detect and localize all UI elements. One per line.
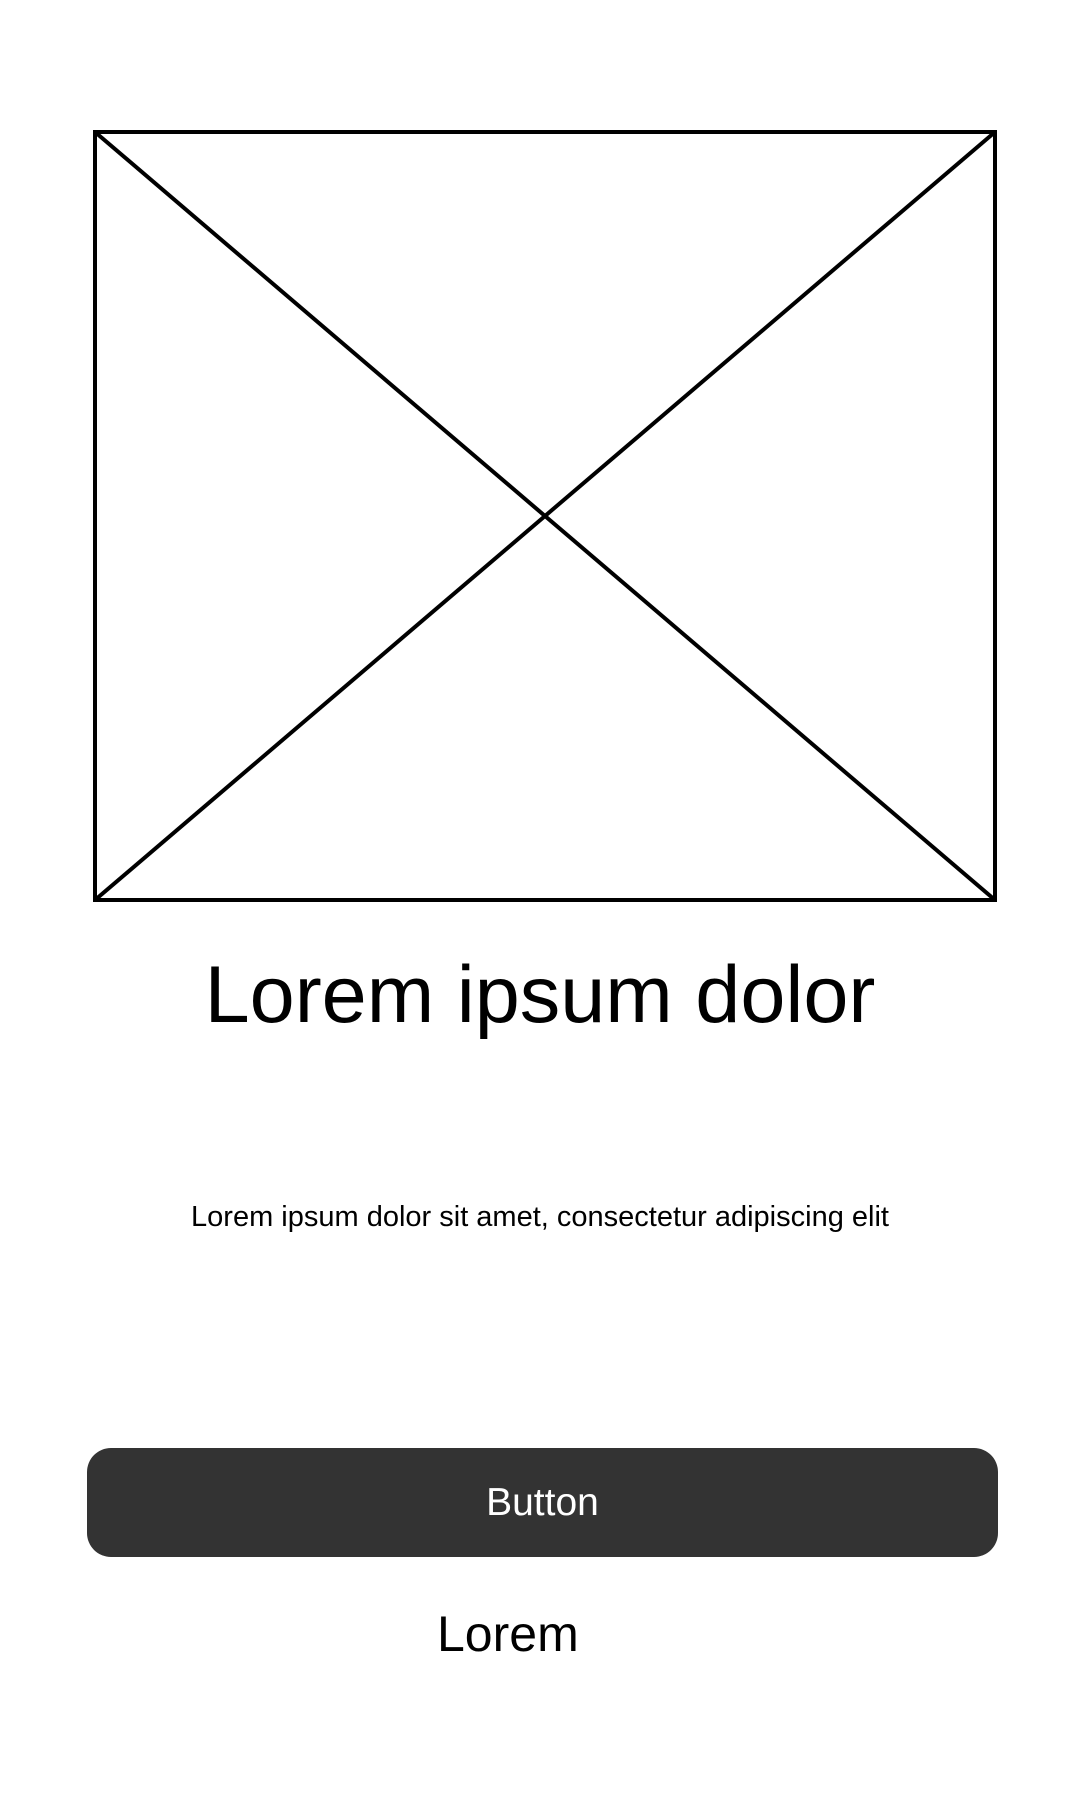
secondary-link[interactable]: Lorem bbox=[437, 1606, 579, 1662]
image-placeholder-icon bbox=[93, 130, 997, 902]
image-placeholder-diagonal-2 bbox=[93, 130, 997, 902]
image-placeholder-frame bbox=[93, 130, 997, 902]
primary-button[interactable]: Button bbox=[87, 1448, 998, 1557]
primary-button-label: Button bbox=[486, 1480, 599, 1524]
subtext: Lorem ipsum dolor sit amet, consectetur … bbox=[191, 1201, 889, 1233]
headline: Lorem ipsum dolor bbox=[204, 950, 876, 1040]
image-placeholder-graphic bbox=[93, 130, 997, 902]
